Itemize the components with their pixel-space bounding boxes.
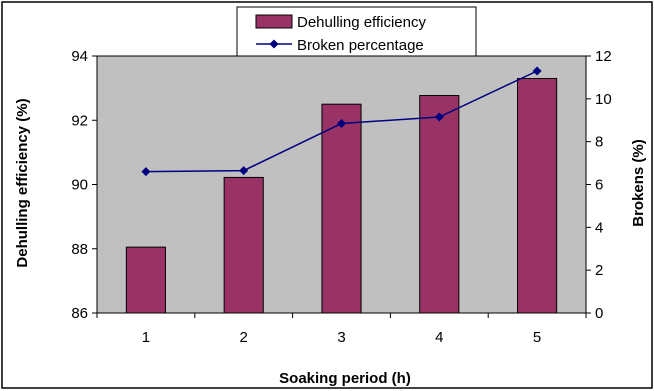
left-y-tick-label: 86 [71,305,88,322]
point-broken-percentage [141,167,151,177]
bar-series [125,77,558,314]
bar-dehulling-efficiency [321,103,362,314]
x-tick-label: 2 [240,329,248,346]
x-tick-label: 5 [533,329,541,346]
right-y-axis: 0 2 4 6 8 10 12 [586,48,612,322]
point-broken-percentage [337,118,346,128]
bar-dehulling-efficiency [125,246,166,314]
legend-label-broken-percentage: Broken percentage [297,37,424,54]
x-axis: 1 2 3 4 5 [96,313,587,346]
point-broken-percentage [239,166,249,176]
bar-dehulling-efficiency [419,95,460,314]
right-y-axis-title: Brokens (%) [630,139,647,227]
left-y-axis-title: Dehulling efficiency (%) [14,98,31,267]
right-y-tick-label: 4 [595,219,603,236]
x-tick-label: 3 [337,329,345,346]
left-y-tick-label: 94 [71,48,88,65]
left-y-tick-label: 90 [71,177,88,194]
right-y-tick-label: 10 [595,91,612,108]
bar-dehulling-efficiency [517,77,558,314]
bar-dehulling-efficiency [223,176,264,314]
legend-swatch-dehulling-efficiency [255,14,293,29]
right-y-tick-label: 0 [595,305,603,322]
left-y-axis: 86 88 90 92 94 [71,48,97,322]
x-axis-title: Soaking period (h) [279,370,411,387]
legend-label-dehulling-efficiency: Dehulling efficiency [297,14,426,31]
right-y-tick-label: 2 [595,262,603,279]
legend-marker-broken-percentage [269,39,279,49]
line-series [141,66,542,177]
legend: Dehulling efficiency Broken percentage [236,6,477,57]
left-y-tick-label: 88 [71,241,88,258]
x-tick-label: 1 [142,329,150,346]
x-tick-label: 4 [435,329,443,346]
right-y-tick-label: 8 [595,134,603,151]
right-y-tick-label: 6 [595,177,603,194]
point-broken-percentage [532,66,542,76]
left-y-tick-label: 92 [71,112,88,129]
right-y-tick-label: 12 [595,48,612,65]
point-broken-percentage [434,112,444,122]
